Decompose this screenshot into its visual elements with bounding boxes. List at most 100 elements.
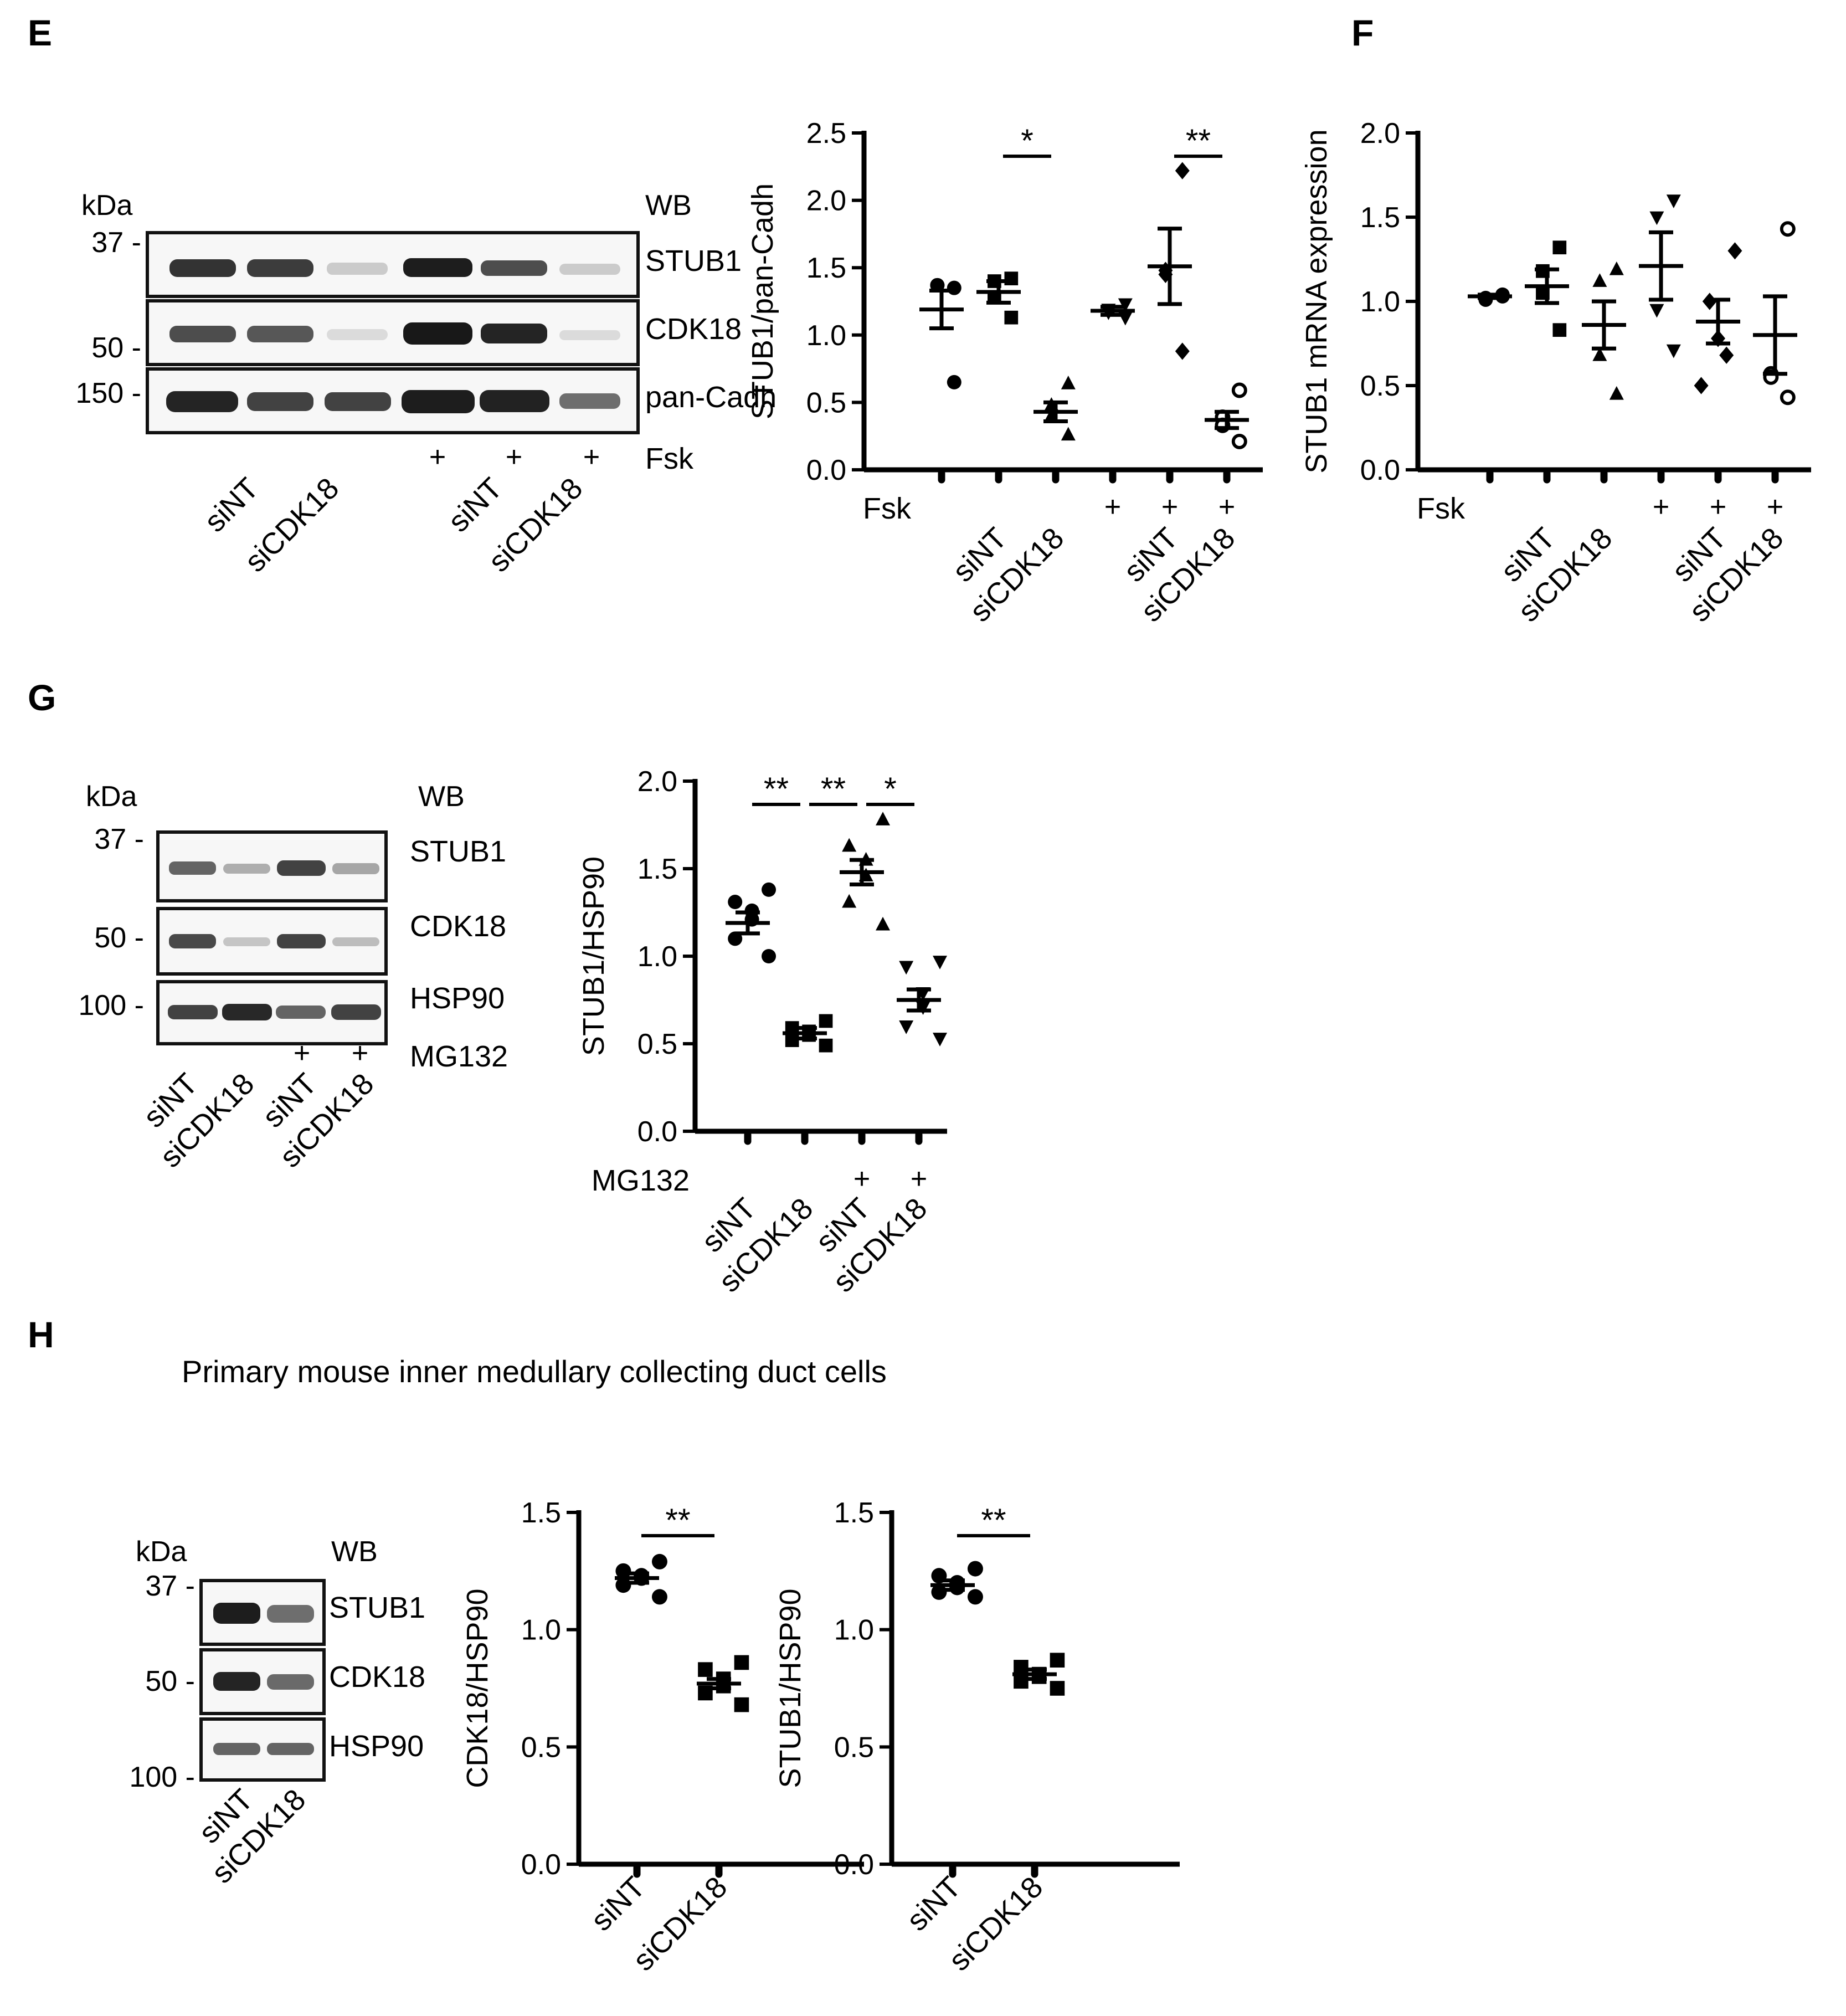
data-point bbox=[1014, 1660, 1029, 1675]
y-tick-label: 1.0 bbox=[521, 1614, 561, 1646]
marker-label: 100 - bbox=[129, 1761, 195, 1793]
data-point bbox=[1552, 240, 1567, 255]
band bbox=[325, 392, 391, 411]
y-tick-label: 2.0 bbox=[1360, 117, 1400, 150]
plus-sign: + bbox=[352, 1037, 368, 1069]
data-point bbox=[1727, 242, 1742, 260]
y-axis-label: CDK18/HSP90 bbox=[461, 1588, 494, 1788]
kda-label: kDa bbox=[81, 189, 133, 222]
data-point bbox=[819, 1038, 833, 1053]
band-label-hsp90: HSP90 bbox=[410, 982, 505, 1015]
band bbox=[327, 329, 388, 340]
data-point bbox=[899, 961, 914, 975]
data-point bbox=[1050, 1681, 1065, 1696]
band bbox=[403, 322, 472, 345]
data-point bbox=[728, 895, 743, 910]
band-label-stub1: STUB1 bbox=[645, 244, 742, 278]
data-point bbox=[1014, 1674, 1029, 1689]
data-point bbox=[651, 1553, 667, 1569]
data-point bbox=[762, 949, 777, 963]
band bbox=[267, 1743, 314, 1755]
plus-sign: + bbox=[1653, 491, 1669, 523]
plus-sign: + bbox=[1710, 491, 1726, 523]
band-label-stub1: STUB1 bbox=[410, 835, 506, 868]
data-point bbox=[1118, 298, 1133, 312]
y-axis-label: STUB1 mRNA expression bbox=[1300, 129, 1333, 473]
band bbox=[213, 1603, 260, 1624]
band bbox=[481, 260, 547, 276]
band bbox=[403, 258, 472, 277]
band bbox=[213, 1743, 260, 1755]
data-point bbox=[947, 375, 961, 389]
band bbox=[332, 937, 379, 946]
band bbox=[559, 264, 620, 275]
row-label: Fsk bbox=[863, 492, 912, 525]
marker-label: 50 - bbox=[94, 922, 144, 954]
plus-sign: + bbox=[506, 441, 522, 473]
plus-sign: + bbox=[1767, 491, 1783, 523]
significance-stars: ** bbox=[665, 1502, 690, 1538]
data-point bbox=[1780, 389, 1796, 406]
plus-sign: + bbox=[1218, 491, 1235, 523]
band bbox=[247, 392, 313, 411]
band bbox=[480, 390, 549, 412]
band bbox=[168, 1005, 218, 1019]
data-point bbox=[1061, 427, 1076, 441]
bands-E bbox=[166, 258, 620, 413]
y-tick-label: 0.0 bbox=[1360, 454, 1400, 486]
lane-label: siNT bbox=[442, 471, 509, 538]
y-tick-label: 0.5 bbox=[834, 1731, 874, 1763]
panel-label-G: G bbox=[28, 677, 56, 718]
treatment-label-mg132: MG132 bbox=[410, 1040, 508, 1073]
band bbox=[169, 861, 216, 875]
y-tick-label: 1.0 bbox=[637, 941, 677, 973]
data-point bbox=[1719, 346, 1734, 364]
y-tick-label: 0.0 bbox=[834, 1849, 874, 1881]
data-point bbox=[819, 1014, 833, 1028]
data-point bbox=[1004, 271, 1019, 286]
western-blot-G: kDa WB 37 - 50 - 100 - STUB1 CDK18 HSP90… bbox=[78, 781, 508, 1174]
data-point bbox=[734, 1697, 749, 1712]
scatter-plot-G: 0.00.51.01.52.0STUB1/HSP90siNTsiCDK18+si… bbox=[577, 766, 948, 1299]
significance-stars: ** bbox=[821, 771, 846, 807]
row-label: MG132 bbox=[592, 1164, 690, 1197]
band-label-cdk18: CDK18 bbox=[410, 910, 506, 943]
band bbox=[247, 326, 313, 342]
band-label-cdk18: CDK18 bbox=[329, 1660, 425, 1694]
data-point bbox=[1004, 310, 1019, 325]
plus-sign: + bbox=[1161, 491, 1178, 523]
data-point bbox=[876, 916, 891, 931]
data-point bbox=[842, 838, 857, 852]
y-tick-label: 0.0 bbox=[806, 454, 846, 486]
data-point bbox=[1592, 347, 1607, 361]
plus-sign: + bbox=[1104, 491, 1121, 523]
y-tick-label: 1.5 bbox=[637, 853, 677, 885]
kda-label: kDa bbox=[136, 1536, 187, 1568]
plus-sign: + bbox=[853, 1163, 870, 1195]
data-point bbox=[1609, 261, 1624, 275]
band-label-hsp90: HSP90 bbox=[329, 1730, 424, 1763]
marker-label: 37 - bbox=[91, 227, 141, 259]
band bbox=[169, 259, 236, 277]
y-axis-label: STUB1/HSP90 bbox=[774, 1588, 807, 1788]
wb-label: WB bbox=[331, 1536, 378, 1568]
marker-label: 50 - bbox=[145, 1665, 195, 1697]
data-point bbox=[933, 956, 948, 969]
significance-stars: ** bbox=[981, 1502, 1006, 1538]
data-point bbox=[1231, 382, 1247, 398]
marker-label: 150 - bbox=[75, 377, 141, 409]
band bbox=[559, 330, 620, 340]
marker-label: 50 - bbox=[91, 332, 141, 364]
data-point bbox=[1175, 342, 1190, 360]
band bbox=[332, 863, 379, 874]
y-tick-label: 2.0 bbox=[637, 766, 677, 798]
data-point bbox=[1231, 433, 1247, 449]
data-point bbox=[1649, 304, 1664, 318]
y-tick-label: 2.5 bbox=[806, 117, 846, 150]
band bbox=[277, 934, 326, 948]
data-point bbox=[1694, 377, 1709, 394]
y-axis-label: STUB1/pan-Cadh bbox=[746, 183, 779, 419]
plus-sign: + bbox=[583, 441, 600, 473]
plus-sign: + bbox=[911, 1163, 927, 1195]
